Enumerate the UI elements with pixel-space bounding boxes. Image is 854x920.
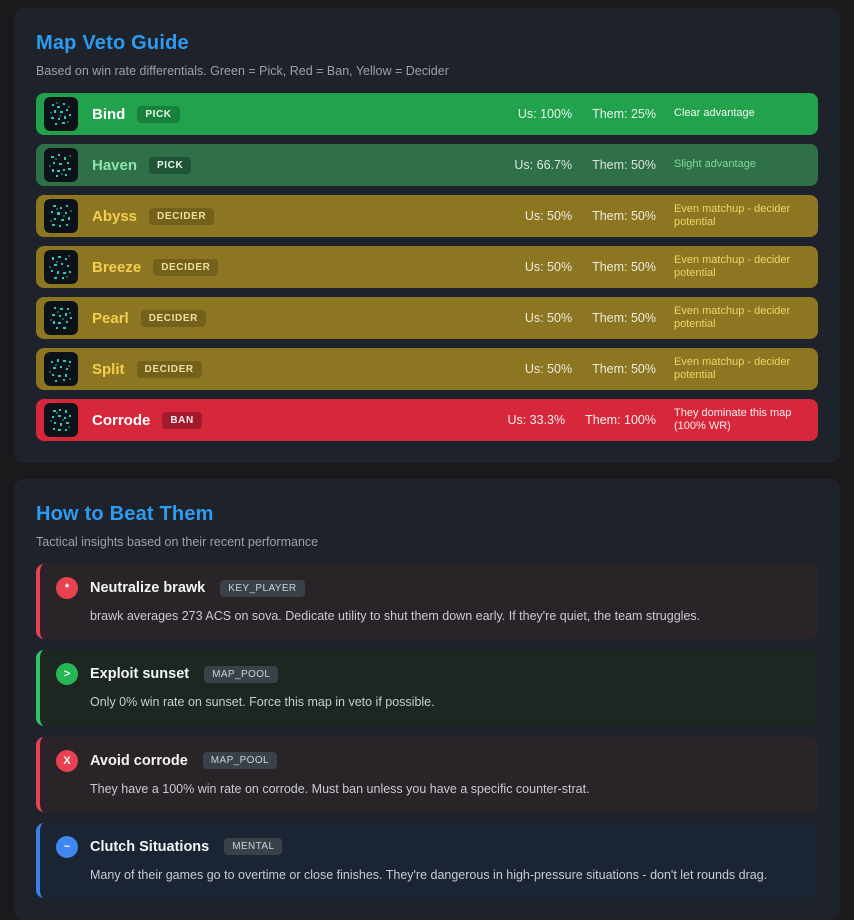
- insight-body: They have a 100% win rate on corrode. Mu…: [90, 781, 590, 796]
- veto-status-badge: DECIDER: [153, 258, 219, 276]
- insight-body: Only 0% win rate on sunset. Force this m…: [90, 695, 435, 710]
- winrate-us: Us: 66.7%: [514, 158, 573, 172]
- insight-title: Clutch Situations: [90, 838, 210, 855]
- veto-status-badge: DECIDER: [149, 207, 215, 225]
- advantage-note: Even matchup - decider potential: [674, 202, 791, 228]
- x-icon: X: [56, 749, 78, 772]
- winrate-them: Them: 50%: [592, 362, 656, 376]
- veto-status-badge: PICK: [137, 105, 180, 123]
- winrate-them: Them: 50%: [592, 209, 656, 223]
- map-name: Abyss: [92, 207, 138, 225]
- winrate-them: Them: 50%: [592, 311, 656, 325]
- advantage-note: They dominate this map (100% WR): [674, 406, 792, 432]
- veto-status-badge: BAN: [162, 411, 202, 429]
- map-name: Breeze: [92, 258, 142, 276]
- insight-category-badge: MAP_POOL: [202, 752, 277, 769]
- map-row-pearl: Pearl DECIDER Us: 50% Them: 50% Even mat…: [36, 297, 818, 339]
- winrate-us: Us: 50%: [524, 311, 573, 325]
- map-name: Pearl: [92, 309, 129, 327]
- map-name: Split: [92, 360, 125, 378]
- map-name: Corrode: [92, 411, 151, 429]
- insight-category-badge: MENTAL: [224, 838, 283, 856]
- winrate-us: Us: 100%: [517, 107, 573, 121]
- insight-card-exploit-map: > Exploit sunset MAP_POOL Only 0% win ra…: [36, 650, 818, 726]
- veto-status-badge: PICK: [149, 156, 192, 174]
- insight-card-list: * Neutralize brawk KEY_PLAYER brawk aver…: [36, 564, 818, 898]
- insight-body: brawk averages 273 ACS on sova. Dedicate…: [90, 609, 701, 623]
- veto-status-badge: DECIDER: [136, 360, 202, 378]
- how-to-beat-panel: How to Beat Them Tactical insights based…: [14, 479, 840, 920]
- advantage-note: Clear advantage: [674, 107, 755, 120]
- insight-title: Neutralize brawk: [90, 580, 206, 596]
- map-name: Bind: [92, 105, 126, 123]
- winrate-them: Them: 50%: [592, 158, 656, 172]
- map-thumbnail-icon: [44, 403, 78, 437]
- winrate-us: Us: 50%: [524, 362, 573, 376]
- map-thumbnail-icon: [44, 301, 78, 335]
- winrate-them: Them: 100%: [585, 413, 656, 427]
- insight-category-badge: KEY_PLAYER: [220, 579, 305, 597]
- insights-panel-title: How to Beat Them: [36, 503, 214, 525]
- map-thumbnail-icon: [44, 352, 78, 386]
- asterisk-icon: *: [56, 577, 78, 599]
- insight-card-mental: ~ Clutch Situations MENTAL Many of their…: [36, 822, 818, 898]
- map-row-breeze: Breeze DECIDER Us: 50% Them: 50% Even ma…: [36, 246, 818, 288]
- map-row-haven: Haven PICK Us: 66.7% Them: 50% Slight ad…: [36, 144, 818, 186]
- map-thumbnail-icon: [44, 199, 78, 233]
- insight-title: Avoid corrode: [90, 752, 188, 769]
- insight-card-key-player: * Neutralize brawk KEY_PLAYER brawk aver…: [36, 564, 818, 640]
- chevron-right-icon: >: [56, 663, 78, 686]
- insights-panel-subtitle: Tactical insights based on their recent …: [36, 535, 319, 549]
- map-row-abyss: Abyss DECIDER Us: 50% Them: 50% Even mat…: [36, 195, 818, 237]
- map-row-corrode: Corrode BAN Us: 33.3% Them: 100% They do…: [36, 399, 818, 441]
- map-veto-list: Bind PICK Us: 100% Them: 25% Clear advan…: [36, 93, 818, 441]
- map-thumbnail-icon: [44, 250, 78, 284]
- winrate-us: Us: 50%: [524, 260, 573, 274]
- advantage-note: Slight advantage: [674, 158, 756, 171]
- map-thumbnail-icon: [44, 97, 78, 131]
- insight-category-badge: MAP_POOL: [204, 665, 279, 683]
- winrate-them: Them: 25%: [592, 107, 656, 121]
- map-row-bind: Bind PICK Us: 100% Them: 25% Clear advan…: [36, 93, 818, 135]
- map-name: Haven: [92, 156, 138, 174]
- map-thumbnail-icon: [44, 148, 78, 182]
- insight-card-avoid-map: X Avoid corrode MAP_POOL They have a 100…: [36, 736, 818, 812]
- veto-panel-subtitle: Based on win rate differentials. Green =…: [36, 64, 449, 78]
- advantage-note: Even matchup - decider potential: [674, 304, 791, 330]
- advantage-note: Even matchup - decider potential: [674, 355, 791, 381]
- map-veto-panel: Map Veto Guide Based on win rate differe…: [14, 8, 840, 463]
- winrate-us: Us: 50%: [524, 209, 573, 223]
- winrate-us: Us: 33.3%: [507, 413, 566, 427]
- advantage-note: Even matchup - decider potential: [674, 253, 791, 279]
- map-row-split: Split DECIDER Us: 50% Them: 50% Even mat…: [36, 348, 818, 390]
- veto-status-badge: DECIDER: [140, 309, 206, 327]
- veto-panel-title: Map Veto Guide: [36, 32, 189, 54]
- winrate-them: Them: 50%: [592, 260, 656, 274]
- insight-title: Exploit sunset: [90, 666, 190, 683]
- tilde-icon: ~: [56, 835, 78, 858]
